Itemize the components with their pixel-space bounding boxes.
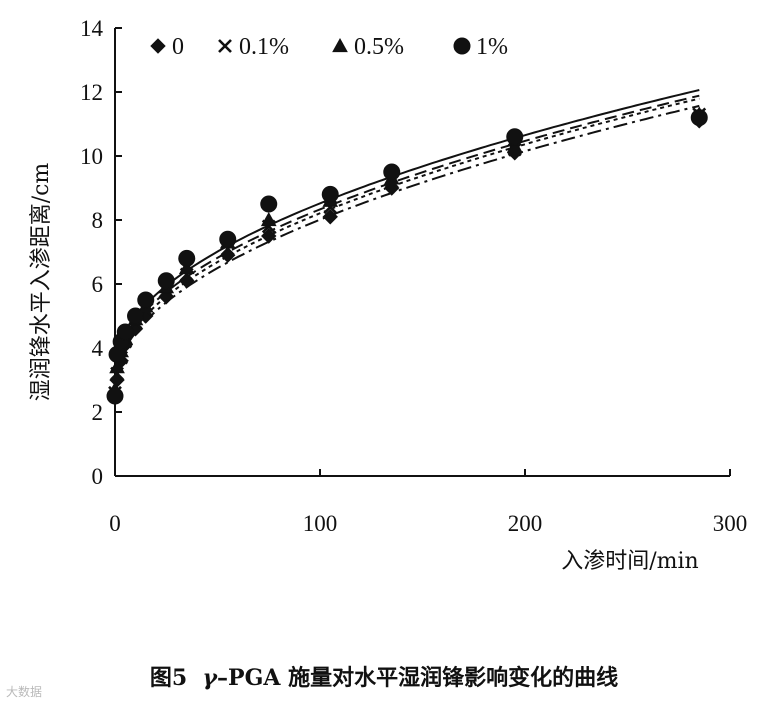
data-point-series-2 — [260, 211, 277, 227]
data-point-series-3 — [157, 272, 175, 290]
legend-marker-1 — [218, 39, 232, 53]
x-tick-label: 200 — [508, 511, 543, 536]
data-point-series-3 — [106, 387, 124, 405]
data-point-series-3 — [137, 291, 155, 309]
data-point-series-3 — [178, 249, 196, 267]
watermark: 大数据 — [6, 685, 43, 699]
x-tick-label: 0 — [109, 511, 121, 536]
data-point-series-2 — [178, 259, 195, 275]
data-point-series-3 — [116, 323, 134, 341]
x-axis-label: 入渗时间/min — [561, 549, 698, 574]
x-tick-label: 100 — [303, 511, 338, 536]
x-ticks: 0 100 200 300 — [109, 469, 747, 536]
figure-caption: 图5 γ–PGA 施量对水平湿润锋影响变化的曲线 — [0, 660, 768, 692]
y-tick-label: 8 — [92, 208, 104, 233]
fit-curve-3 — [116, 89, 700, 353]
legend-label-0: 0 — [172, 34, 184, 60]
chart: 0 2 4 6 8 10 12 14 0 100 200 300 0 0.1% 0.5% 1% 湿润锋水平… — [29, 16, 747, 574]
fit-curve-2 — [116, 94, 700, 359]
x-tick-label: 300 — [713, 511, 748, 536]
data-point-series-2 — [506, 138, 523, 153]
fit-curve-0 — [116, 104, 700, 369]
data-point-series-3 — [321, 185, 339, 203]
legend: 0 0.1% 0.5% 1% — [150, 34, 508, 60]
fit-curve-1 — [116, 97, 700, 364]
y-axis-label: 湿润锋水平入渗距离/cm — [29, 163, 54, 402]
data-point-series-3 — [690, 109, 708, 127]
legend-marker-3 — [453, 37, 471, 55]
caption-greek: γ — [202, 665, 218, 691]
data-point-series-0 — [322, 209, 338, 225]
caption-text: –PGA 施量对水平湿润锋影响变化的曲线 — [217, 665, 619, 691]
data-point-series-3 — [383, 163, 401, 181]
legend-label-1: 0.1% — [239, 34, 289, 60]
data-point-series-3 — [260, 195, 278, 213]
y-tick-label: 4 — [92, 336, 104, 361]
data-point-series-3 — [219, 230, 237, 248]
legend-label-2: 0.5% — [354, 34, 404, 60]
y-tick-label: 2 — [92, 400, 104, 425]
data-point-series-3 — [127, 307, 144, 325]
data-point-series-3 — [506, 128, 524, 146]
y-tick-label: 14 — [80, 16, 104, 41]
data-point-series-0 — [261, 228, 277, 244]
y-tick-label: 12 — [80, 80, 103, 105]
fit-curves — [116, 89, 700, 369]
legend-marker-2 — [332, 37, 348, 53]
data-points — [106, 106, 708, 405]
y-tick-label: 0 — [92, 464, 104, 489]
legend-marker-0 — [150, 38, 166, 54]
y-ticks: 0 2 4 6 8 10 12 14 — [80, 16, 122, 489]
data-point-series-2 — [109, 359, 125, 374]
figure-number: 图5 — [149, 665, 188, 691]
y-tick-label: 6 — [92, 272, 104, 297]
axes — [114, 28, 730, 477]
legend-label-3: 1% — [476, 34, 508, 60]
y-tick-label: 10 — [80, 144, 103, 169]
